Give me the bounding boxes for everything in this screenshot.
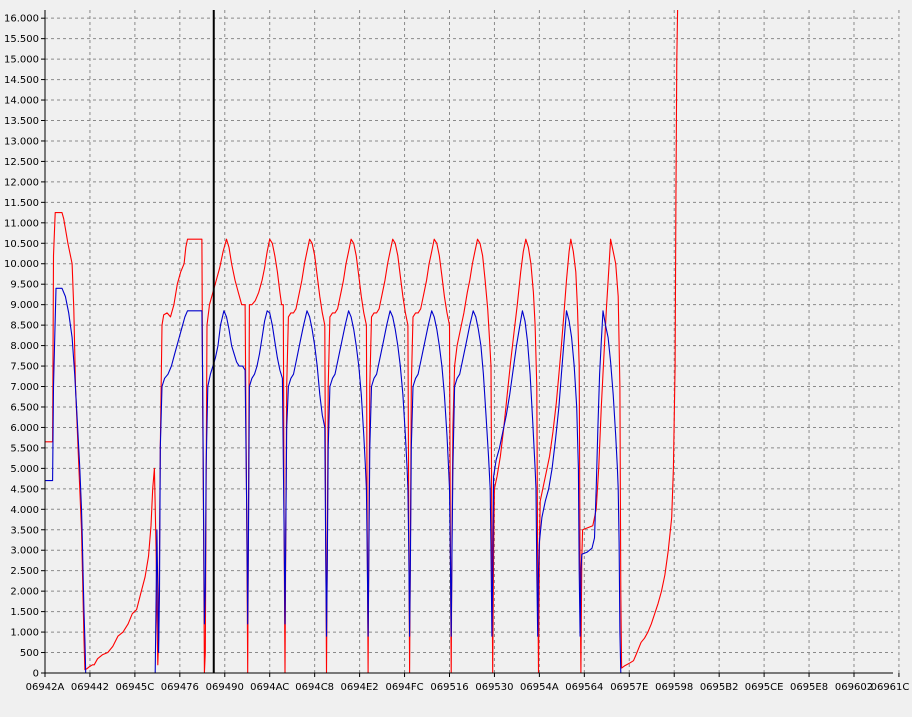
x-tick-label: 069530 <box>475 682 513 693</box>
y-tick-label: 15.500 <box>4 34 39 45</box>
x-tick-label: 06945C <box>115 682 154 693</box>
y-tick-label: 10.500 <box>4 239 39 250</box>
x-tick-label: 0694C8 <box>295 682 334 693</box>
y-tick-label: 0 <box>33 669 39 680</box>
plot-area <box>45 10 893 673</box>
y-tick-label: 13.000 <box>4 136 39 147</box>
y-tick-label: 4.500 <box>10 484 39 495</box>
x-tick-label: 06954A <box>520 682 559 693</box>
series-group <box>45 9 679 674</box>
y-tick-label: 12.000 <box>4 177 39 188</box>
y-tick-label: 500 <box>20 648 39 659</box>
x-tick-label: 069602 <box>835 682 873 693</box>
y-tick-label: 14.500 <box>4 75 39 86</box>
x-tick-label: 0694FC <box>385 682 423 693</box>
y-tick-labels: 0 500 1.000 1.500 2.000 2.500 3.000 3.500 4.000 4… <box>4 14 39 680</box>
y-tick-label: 2.500 <box>10 566 39 577</box>
x-tick-label: 069490 <box>206 682 244 693</box>
x-tick-label: 069564 <box>565 682 603 693</box>
y-tick-label: 15.000 <box>4 55 39 66</box>
x-tick-label: 069442 <box>71 682 109 693</box>
x-tick-label: 069516 <box>430 682 468 693</box>
y-tick-label: 16.000 <box>4 14 39 25</box>
y-tick-label: 11.000 <box>4 218 39 229</box>
y-tick-label: 8.000 <box>10 341 39 352</box>
y-tick-label: 3.500 <box>10 525 39 536</box>
y-tick-label: 1.000 <box>10 628 39 639</box>
y-tick-label: 9.500 <box>10 280 39 291</box>
y-tick-label: 4.000 <box>10 505 39 516</box>
y-tick-label: 1.500 <box>10 607 39 618</box>
y-tick-label: 6.500 <box>10 402 39 413</box>
x-tick-label: 06957E <box>610 682 648 693</box>
y-tick-label: 3.000 <box>10 546 39 557</box>
y-tick-label: 9.000 <box>10 300 39 311</box>
x-tick-label: 069598 <box>655 682 693 693</box>
series-line-1 <box>45 9 679 674</box>
x-tick-label: 069476 <box>161 682 199 693</box>
x-tick-label: 0695CE <box>745 682 784 693</box>
y-tick-label: 7.500 <box>10 362 39 373</box>
y-tick-label: 5.000 <box>10 464 39 475</box>
x-tick-label: 0695E8 <box>790 682 828 693</box>
y-tick-label: 8.500 <box>10 321 39 332</box>
y-tick-label: 12.500 <box>4 157 39 168</box>
x-tick-label: 06961C <box>871 682 910 693</box>
grid-lines <box>45 10 900 673</box>
x-tick-label: 0694AC <box>250 682 289 693</box>
axes-group <box>41 10 900 677</box>
x-tick-label: 0695B2 <box>700 682 739 693</box>
y-tick-label: 13.500 <box>4 116 39 127</box>
y-tick-label: 11.500 <box>4 198 39 209</box>
y-tick-label: 2.000 <box>10 587 39 598</box>
x-tick-label: 0694E2 <box>341 682 379 693</box>
y-tick-label: 14.000 <box>4 96 39 107</box>
y-tick-label: 5.500 <box>10 443 39 454</box>
series-line-2 <box>45 287 678 674</box>
y-tick-label: 6.000 <box>10 423 39 434</box>
x-tick-labels: 06942A 069442 06945C 069476 069490 0694AC 0694… <box>26 682 910 693</box>
y-tick-label: 10.000 <box>4 259 39 270</box>
x-tick-label: 06942A <box>26 682 65 693</box>
y-tick-label: 7.000 <box>10 382 39 393</box>
